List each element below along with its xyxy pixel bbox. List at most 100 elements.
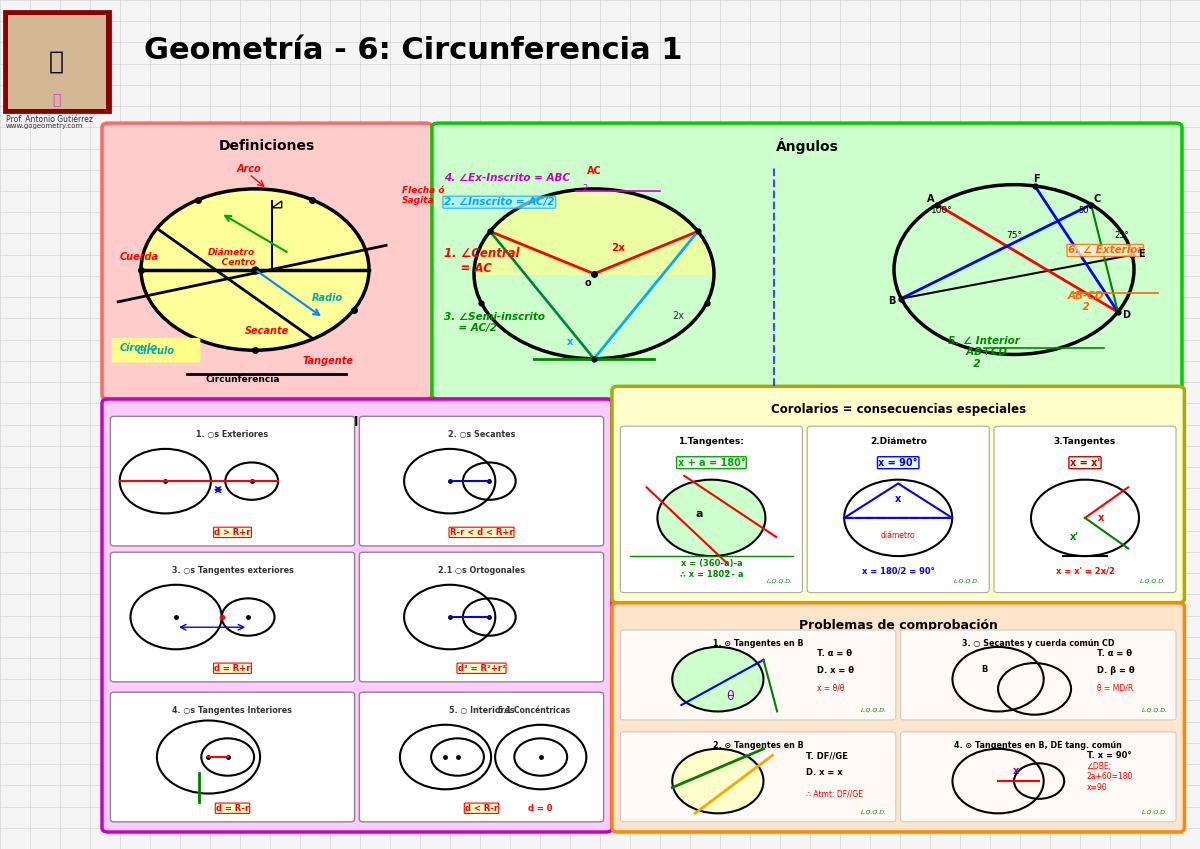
Text: R: R [457,608,463,617]
Text: R-r < d < R+r: R-r < d < R+r [450,528,514,537]
Text: B: B [982,665,988,674]
Text: A: A [926,194,935,205]
Text: ∴ x = 180° - a: ∴ x = 180° - a [679,571,743,579]
Text: B: B [888,296,896,306]
Circle shape [672,749,763,813]
Text: x = θ/θ: x = θ/θ [817,683,845,692]
Text: 4. ○s Tangentes Interiores: 4. ○s Tangentes Interiores [173,706,293,715]
Text: Arco: Arco [236,164,262,174]
FancyBboxPatch shape [442,127,1172,163]
FancyBboxPatch shape [432,123,1182,399]
Text: E: E [1139,249,1145,259]
Text: r: r [535,762,541,770]
Text: Circunferencia: Circunferencia [205,375,281,384]
Text: diámetro: diámetro [881,531,916,540]
Text: 2: 2 [582,184,587,193]
Text: 3. ∠Semi-inscrito
    = AC/2: 3. ∠Semi-inscrito = AC/2 [444,312,545,334]
Text: L.Q.Q.D.: L.Q.Q.D. [862,809,888,814]
Text: T. α = θ: T. α = θ [1097,649,1133,658]
Text: Ángulos: Ángulos [775,138,839,154]
FancyBboxPatch shape [360,416,604,546]
Text: d: d [455,494,460,503]
Text: Cuerda: Cuerda [120,252,160,262]
Text: d: d [206,636,211,644]
FancyBboxPatch shape [102,123,432,399]
Text: θ = MD/R: θ = MD/R [1097,683,1134,692]
FancyBboxPatch shape [620,630,895,720]
Text: x = 90°: x = 90° [878,458,918,468]
Text: ∴ Atmt: DF//GE: ∴ Atmt: DF//GE [806,790,863,798]
Text: x + a = 180°: x + a = 180° [678,458,745,468]
FancyBboxPatch shape [102,399,612,832]
Text: 5. ∠ Interior
     AB+CD
       2: 5. ∠ Interior AB+CD 2 [948,335,1020,369]
Text: 2. ⊙ Tangentes en B: 2. ⊙ Tangentes en B [713,741,804,750]
FancyBboxPatch shape [4,11,110,112]
Text: Flecha ó
Sagita: Flecha ó Sagita [402,186,444,205]
Text: x: x [1013,767,1020,776]
Text: d: d [206,767,211,776]
FancyBboxPatch shape [360,552,604,682]
Text: 1. ⊙ Tangentes en B: 1. ⊙ Tangentes en B [713,639,804,648]
Text: T. x = 90°: T. x = 90° [1086,751,1132,760]
Text: 6. ∠ Exterior: 6. ∠ Exterior [1068,245,1142,256]
Text: a: a [696,509,703,519]
Text: R: R [457,472,463,481]
FancyBboxPatch shape [900,630,1176,720]
Text: 3. ○ Secantes y cuerda común CD: 3. ○ Secantes y cuerda común CD [962,639,1115,648]
FancyBboxPatch shape [112,127,422,163]
Text: L.Q.Q.D.: L.Q.Q.D. [1141,707,1168,712]
Text: Círculo: Círculo [120,343,158,353]
Text: r: r [508,608,511,617]
FancyBboxPatch shape [112,403,602,439]
FancyBboxPatch shape [994,426,1176,593]
Text: www.gogeometry.com: www.gogeometry.com [6,123,83,129]
Text: 🎤: 🎤 [53,93,60,107]
Text: 5. ○ Interiores: 5. ○ Interiores [449,706,515,715]
Text: T. DF//GE: T. DF//GE [806,751,848,760]
Circle shape [672,647,763,711]
Text: d² = R²+r²: d² = R²+r² [457,664,505,672]
Text: x = (360-a)-a
           2: x = (360-a)-a 2 [680,559,743,578]
Text: Secante: Secante [245,326,289,336]
Text: d > R+r: d > R+r [215,528,251,537]
Text: x: x [895,494,901,503]
Text: 👤: 👤 [49,50,64,74]
Text: 2/Rr: 2/Rr [186,604,203,613]
FancyBboxPatch shape [622,391,1175,426]
FancyBboxPatch shape [112,338,200,363]
Text: R: R [162,488,168,497]
Text: Círculo: Círculo [137,346,175,356]
FancyBboxPatch shape [360,692,604,822]
Text: d = R-r: d = R-r [216,804,250,812]
Text: Definiciones: Definiciones [218,139,316,153]
Text: L.Q.Q.D.: L.Q.Q.D. [1140,578,1166,583]
FancyBboxPatch shape [622,607,1175,643]
Text: x = x' = 2x/2: x = x' = 2x/2 [1056,567,1115,576]
Text: x: x [1098,513,1104,523]
Text: 3. ○s Tangentes exteriores: 3. ○s Tangentes exteriores [172,565,294,575]
Text: Problemas de comprobación: Problemas de comprobación [799,619,997,633]
Text: r: r [508,472,511,481]
Text: 75°: 75° [1006,231,1022,240]
FancyBboxPatch shape [620,426,803,593]
FancyBboxPatch shape [612,603,1184,832]
Text: Posiciones relativas de 2○s: Posiciones relativas de 2○s [254,415,460,429]
FancyBboxPatch shape [110,692,355,822]
Text: 3.Tangentes: 3.Tangentes [1054,437,1116,446]
Text: T. α = θ: T. α = θ [817,649,852,658]
Text: 1.Tangentes:: 1.Tangentes: [678,437,744,446]
Text: Diámetro
     Centro: Diámetro Centro [206,248,256,267]
Text: D. β = θ: D. β = θ [1097,666,1135,675]
Text: 2x: 2x [672,312,684,321]
Text: d < R-r: d < R-r [464,804,498,812]
Text: 4. ⊙ Tangentes en B, DE tang. común: 4. ⊙ Tangentes en B, DE tang. común [954,741,1122,750]
Text: 2.1 ○s Ortogonales: 2.1 ○s Ortogonales [438,565,526,575]
Text: Tangente: Tangente [302,356,354,366]
Text: d = R+r: d = R+r [215,664,251,672]
Text: 2.Diámetro: 2.Diámetro [870,437,926,446]
FancyBboxPatch shape [110,416,355,546]
Text: d: d [206,494,211,503]
Text: 25°: 25° [1115,231,1129,240]
Text: Radio: Radio [312,293,343,303]
FancyBboxPatch shape [8,15,106,109]
